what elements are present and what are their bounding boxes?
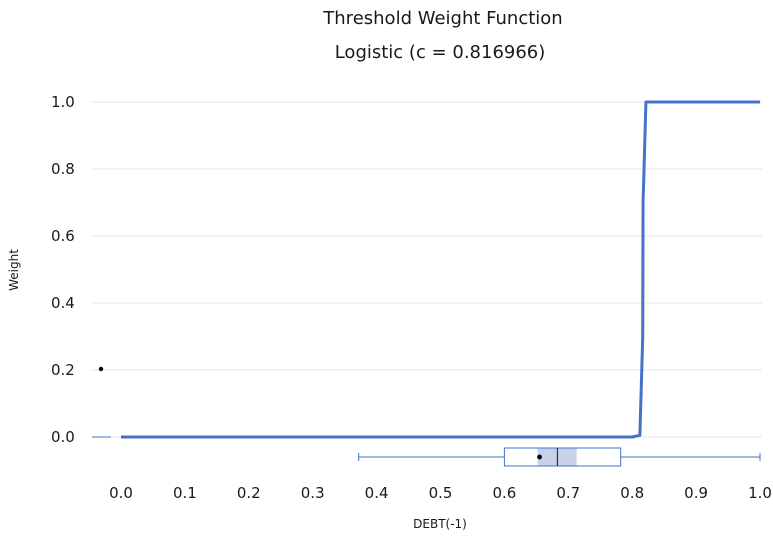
x-tick-label: 0.3: [301, 484, 325, 502]
x-tick-label: 0.2: [237, 484, 261, 502]
boxplot-mean-marker: [537, 454, 542, 460]
y-tick-label: 0.0: [51, 428, 75, 446]
y-tick-label: 0.8: [51, 160, 75, 178]
x-tick-label: 0.0: [109, 484, 133, 502]
y-tick-label: 0.6: [51, 227, 75, 245]
y-axis-label: Weight: [7, 249, 21, 291]
x-tick-label: 0.1: [173, 484, 197, 502]
grid-lines: [92, 101, 762, 438]
x-tick-label: 0.7: [556, 484, 580, 502]
x-tick-label: 0.8: [620, 484, 644, 502]
stray-marker: [98, 366, 104, 372]
x-axis-label: DEBT(-1): [413, 517, 467, 531]
chart-subtitle: Logistic (c = 0.816966): [335, 42, 546, 63]
weight-function-line: [121, 100, 760, 439]
y-tick-label: 1.0: [51, 93, 75, 111]
x-tick-label: 0.9: [684, 484, 708, 502]
x-tick-label: 0.5: [429, 484, 453, 502]
y-tick-labels: 0.0 0.2 0.4 0.6 0.8 1.0: [51, 93, 75, 446]
chart-title: Threshold Weight Function: [322, 8, 562, 29]
boxplot: [358, 447, 761, 467]
x-tick-label: 0.6: [492, 484, 516, 502]
x-tick-labels: 0.0 0.1 0.2 0.3 0.4 0.5 0.6 0.7 0.8 0.9 1.0: [109, 484, 772, 502]
y-tick-label: 0.4: [51, 294, 75, 312]
y-tick-label: 0.2: [51, 361, 75, 379]
x-tick-label: 0.4: [365, 484, 389, 502]
x-tick-label: 1.0: [748, 484, 772, 502]
